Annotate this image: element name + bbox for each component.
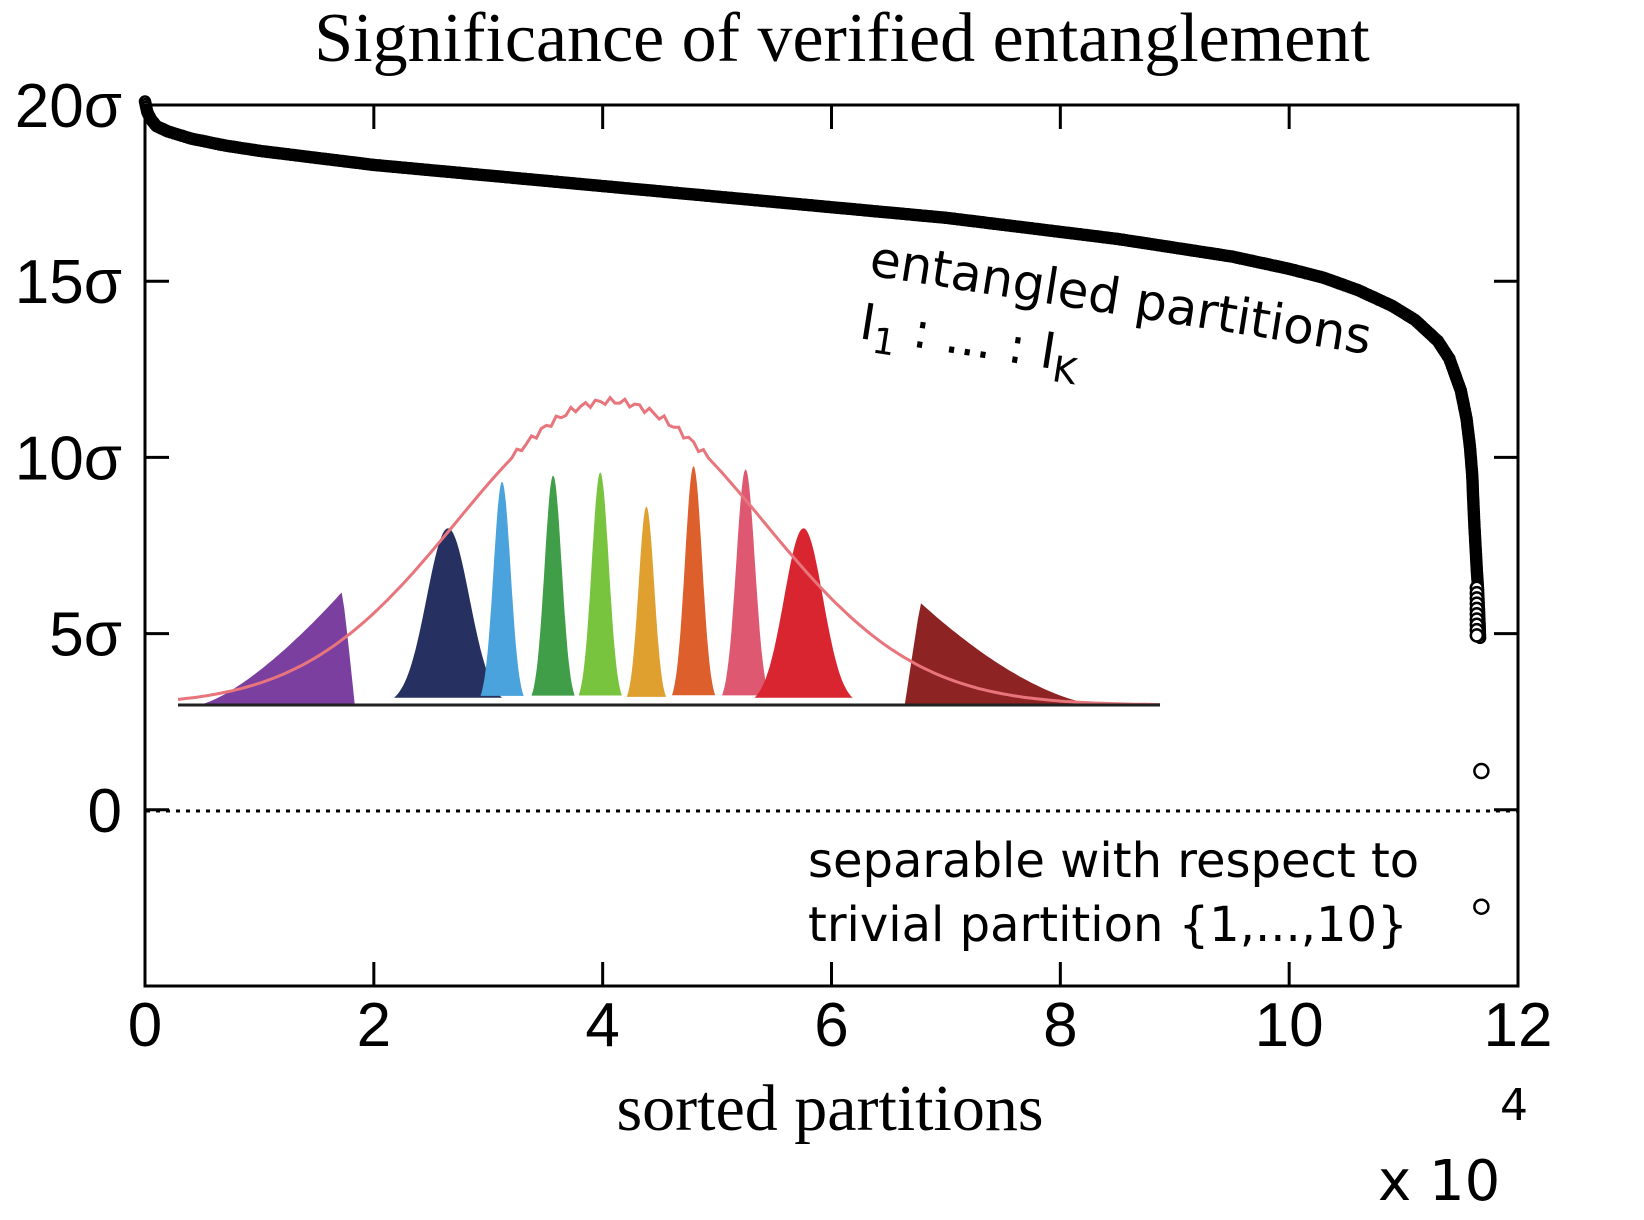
inset-peak	[626, 506, 667, 697]
inset-distribution	[177, 395, 1160, 707]
x-tick-label: 10	[1255, 991, 1324, 1060]
inset-peak	[394, 528, 503, 698]
inset-envelope	[177, 395, 1160, 706]
annotation-separable-line1: separable with respect to	[808, 833, 1419, 889]
x-tick-label: 8	[1043, 991, 1077, 1060]
inset-peak	[904, 603, 1102, 705]
data-points	[138, 95, 1490, 915]
y-axis-ticks: 0 5σ 10σ 15σ 20σ	[15, 72, 1518, 846]
inset-peak	[531, 475, 575, 696]
y-tick-label: 5σ	[49, 601, 122, 670]
inset-peak	[754, 528, 853, 698]
inset-peak	[578, 472, 622, 696]
x-tick-label: 0	[128, 991, 162, 1060]
annotation-separable-line2: trivial partition {1,...,10}	[808, 897, 1408, 953]
chart-title: Significance of verified entanglement	[314, 0, 1370, 77]
x-axis-label: sorted partitions	[616, 1072, 1043, 1145]
x-tick-label: 12	[1484, 991, 1553, 1060]
data-point	[1469, 628, 1485, 643]
y-tick-label: 15σ	[15, 248, 122, 317]
x-axis-multiplier-exponent: 4	[1500, 1080, 1528, 1131]
x-axis-ticks: 0 2 4 6 8 10 12	[128, 105, 1553, 1060]
inset-peak	[197, 592, 355, 705]
data-point-trivial	[1473, 898, 1490, 915]
data-point-outlier	[1473, 762, 1490, 780]
inset-peak	[722, 469, 770, 696]
x-axis-multiplier: x 10	[1378, 1149, 1500, 1214]
x-tick-label: 2	[357, 991, 391, 1060]
y-tick-label: 20σ	[15, 72, 122, 141]
x-tick-label: 6	[814, 991, 848, 1060]
x-tick-label: 4	[585, 991, 619, 1060]
y-tick-label: 10σ	[15, 424, 122, 493]
inset-peak	[480, 481, 524, 696]
y-tick-label: 0	[88, 777, 122, 846]
inset-peak	[671, 466, 716, 696]
